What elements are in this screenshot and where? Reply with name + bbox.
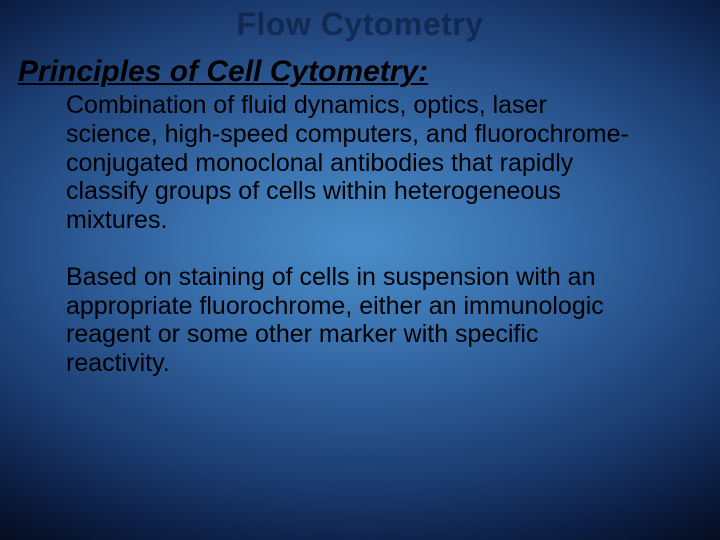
slide-header: Flow Cytometry <box>0 0 720 43</box>
slide-container: Flow Cytometry Principles of Cell Cytome… <box>0 0 720 540</box>
slide-subtitle: Principles of Cell Cytometry: <box>0 43 720 89</box>
body-paragraph-2: Based on staining of cells in suspension… <box>0 235 720 378</box>
body-paragraph-1: Combination of fluid dynamics, optics, l… <box>0 89 720 235</box>
